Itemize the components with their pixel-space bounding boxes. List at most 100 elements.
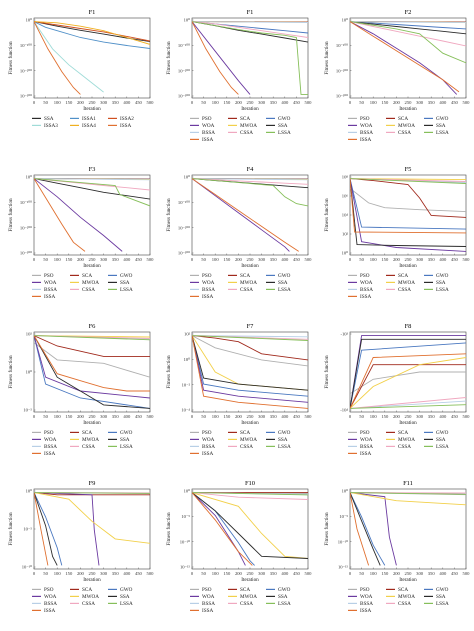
x-tick-label: 350: [428, 100, 436, 105]
x-tick-label: 350: [428, 414, 436, 419]
x-tick-label: 50: [201, 571, 206, 576]
y-tick-label: 10⁻²⁰⁰: [178, 68, 190, 73]
x-axis-label: Iteration: [399, 420, 417, 426]
y-tick-label: 10⁰: [26, 489, 33, 494]
legend-label-sca: SCA: [240, 273, 250, 279]
y-axis-label: Fitness function: [7, 198, 14, 232]
y-axis-label: Fitness function: [323, 41, 330, 75]
legend: PSO SCA GWO WOA MWOA SSA BSSA CSSA LSSA ISSA: [190, 116, 291, 143]
legend-label-ssa: SSA: [436, 594, 446, 600]
chart-title: F3: [89, 166, 96, 173]
legend-label-lssa: LSSA: [436, 130, 449, 136]
series-line-mwoa: [192, 492, 308, 559]
y-tick-label: 10⁻³⁰⁰: [336, 94, 348, 99]
x-tick-label: 250: [89, 100, 97, 105]
legend-label-lssa: LSSA: [120, 601, 133, 607]
x-axis-label: Iteration: [241, 263, 259, 269]
x-tick-label: 150: [381, 257, 389, 262]
legend-label-issa: ISSA: [360, 137, 371, 143]
y-tick-label: 10⁰: [184, 489, 191, 494]
x-tick-label: 400: [123, 100, 131, 105]
y-axis-label: Fitness function: [7, 355, 14, 389]
y-axis-label: Fitness function: [323, 198, 330, 232]
legend-label-woa: WOA: [44, 437, 57, 443]
legend-label-sca: SCA: [240, 116, 250, 122]
series-group: [350, 335, 466, 409]
series-line-bssa: [34, 178, 150, 181]
x-tick-label: 100: [370, 100, 378, 105]
series-group: [34, 492, 150, 566]
x-tick-label: 250: [247, 257, 255, 262]
series-line-lssa: [192, 492, 308, 496]
y-tick-label: 10⁻¹⁰⁰: [178, 43, 190, 48]
series-line-mwoa: [192, 335, 308, 391]
x-tick-label: 200: [393, 257, 401, 262]
x-tick-label: 150: [223, 257, 231, 262]
series-line-lssa: [34, 335, 150, 341]
y-tick-label: 10⁰: [342, 251, 349, 256]
legend-label-woa: WOA: [202, 280, 215, 286]
legend-label-cssa: CSSA: [82, 444, 95, 450]
x-tick-label: 500: [463, 571, 471, 576]
series-line-cssa: [192, 21, 308, 38]
legend-label-issa: ISSA: [44, 608, 55, 614]
legend-label-woa: WOA: [44, 280, 57, 286]
x-tick-label: 350: [112, 100, 120, 105]
x-tick-label: 150: [65, 414, 73, 419]
legend-label-lssa: LSSA: [120, 287, 133, 293]
series-line-woa: [350, 178, 466, 252]
legend-label-gwo: GWO: [120, 587, 133, 593]
legend-label-mwoa: MWOA: [82, 437, 99, 443]
legend-label-cssa: CSSA: [82, 601, 95, 607]
legend-label-cssa: CSSA: [398, 130, 411, 136]
x-tick-label: 350: [270, 257, 278, 262]
y-axis-label: Fitness function: [165, 355, 172, 389]
chart-panel-f9: F9 0 50 100 150 200 250 300 350 400 450 500 10⁰ 10⁻⁵ 1…: [0, 471, 158, 628]
series-line-issa: [34, 492, 49, 566]
x-tick-label: 100: [370, 257, 378, 262]
y-tick-label: 10⁻³⁰⁰: [178, 94, 190, 99]
chart-title: F1: [247, 9, 254, 16]
y-tick-label: 10⁻¹⁰: [22, 565, 32, 570]
x-tick-label: 0: [33, 100, 36, 105]
x-tick-label: 350: [270, 100, 278, 105]
y-tick-label: 10⁻³⁰⁰: [178, 251, 190, 256]
legend-label-issa: ISSA: [202, 137, 213, 143]
chart-title: F7: [247, 323, 255, 330]
legend-label-pso: PSO: [44, 273, 54, 279]
y-tick-label: 10²: [184, 332, 191, 337]
legend-label-gwo: GWO: [278, 587, 291, 593]
x-tick-label: 100: [212, 257, 220, 262]
x-tick-label: 0: [33, 414, 36, 419]
x-axis-label: Iteration: [83, 106, 101, 112]
legend-label-sca: SCA: [398, 116, 408, 122]
x-tick-label: 300: [100, 100, 108, 105]
y-tick-label: 10⁸: [342, 175, 349, 180]
y-axis-label: Fitness function: [323, 355, 330, 389]
legend-label-sca: SCA: [398, 273, 408, 279]
legend: PSO SCA GWO WOA MWOA SSA BSSA CSSA LSSA ISSA: [190, 587, 291, 614]
series-line-lssa: [192, 335, 308, 341]
x-tick-label: 200: [393, 571, 401, 576]
legend-label-ssa: SSA: [120, 437, 130, 443]
x-tick-label: 150: [223, 100, 231, 105]
series-line-issa: [350, 492, 370, 566]
legend-label-gwo: GWO: [120, 430, 133, 436]
legend-label-mwoa: MWOA: [240, 123, 257, 129]
legend-label-pso: PSO: [202, 116, 212, 122]
x-tick-label: 500: [305, 414, 313, 419]
x-tick-label: 500: [147, 257, 155, 262]
x-tick-label: 150: [381, 100, 389, 105]
x-axis-label: Iteration: [241, 577, 259, 583]
chart-panel-f4: F4 0 50 100 150 200 250 300 350 400 450 500 10⁰ 10⁻¹⁰…: [158, 157, 316, 314]
legend-label-cssa: CSSA: [240, 444, 253, 450]
x-tick-label: 250: [247, 100, 255, 105]
x-tick-label: 50: [201, 100, 206, 105]
legend-label-ssa: SSA: [436, 437, 446, 443]
series-line-ssa: [350, 21, 466, 35]
legend-label-lssa: LSSA: [278, 130, 291, 136]
series-line-issa1: [34, 21, 150, 49]
y-tick-label: 10⁰: [184, 18, 191, 23]
legend-label-lssa: LSSA: [436, 601, 449, 607]
